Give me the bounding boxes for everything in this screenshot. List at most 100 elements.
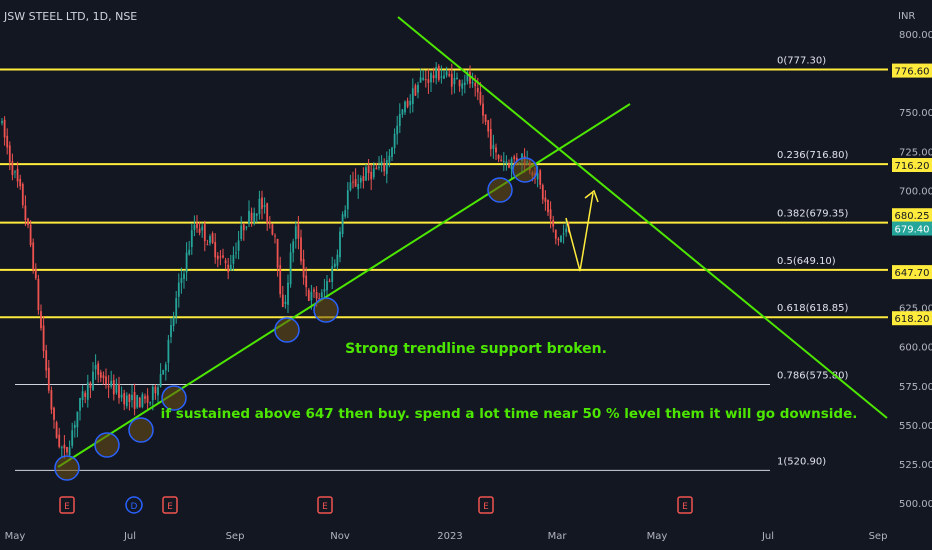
candle-body <box>271 224 274 235</box>
candle-body <box>219 256 222 258</box>
earnings-marker <box>478 496 494 514</box>
candle-body <box>323 289 326 292</box>
annotation-trade-plan: if sustained above 647 then buy. spend a… <box>161 406 858 422</box>
candle-body <box>422 77 425 80</box>
falling-trendline <box>397 16 888 419</box>
candle-body <box>560 235 562 243</box>
candle-body <box>261 197 263 209</box>
candle-body <box>313 289 315 292</box>
candle-body <box>157 387 159 396</box>
candle-body <box>367 165 370 174</box>
candle-body <box>58 434 61 447</box>
candle-body <box>318 298 321 300</box>
candle-body <box>84 392 87 397</box>
candle-body <box>79 398 81 411</box>
event-marker-letter: E <box>64 502 70 512</box>
candle-body <box>552 219 555 227</box>
candle-body <box>279 265 282 295</box>
candle-body <box>92 371 94 391</box>
candle-body <box>164 364 167 371</box>
candle-body <box>245 226 248 228</box>
candle-body <box>196 222 198 228</box>
time-tick-label: Jul <box>761 531 774 542</box>
candle-body <box>305 275 308 288</box>
candle-body <box>487 120 490 132</box>
candle-body <box>326 281 328 291</box>
candle-body <box>521 153 523 162</box>
trendline-touch-marker <box>313 297 339 323</box>
candle-body <box>73 424 76 428</box>
candle-body <box>448 74 451 76</box>
candle-body <box>414 85 417 96</box>
candle-body <box>255 213 258 216</box>
candle-body <box>336 254 339 266</box>
fib-level-label: 1(520.90) <box>777 456 826 467</box>
candle-body <box>549 209 552 220</box>
price-badge <box>892 158 932 173</box>
candle-body <box>294 226 297 240</box>
candle-body <box>508 163 510 168</box>
candle-body <box>105 376 107 385</box>
candle-body <box>456 77 458 80</box>
price-tick-label: 750.00 <box>899 108 932 119</box>
candle-body <box>458 80 461 87</box>
candle-body <box>388 155 391 163</box>
fib-level-label: 0.5(649.10) <box>777 256 836 267</box>
candle-body <box>461 83 464 89</box>
chart-symbol-label: JSW STEEL LTD, 1D, NSE <box>4 10 138 23</box>
event-marker-letter: D <box>131 502 138 512</box>
fib-level-label: 0(777.30) <box>777 55 826 66</box>
candle-body <box>266 203 269 223</box>
trendline-touch-marker <box>128 417 154 443</box>
event-marker-letter: E <box>167 502 173 512</box>
candle-body <box>406 100 409 107</box>
price-tick-label: 625.00 <box>899 304 932 315</box>
candle-body <box>354 179 357 187</box>
earnings-marker <box>677 496 693 514</box>
candle-body <box>206 244 209 246</box>
candle-body <box>131 394 133 401</box>
candle-body <box>396 125 399 135</box>
candle-body <box>383 163 386 172</box>
candle-body <box>541 185 544 200</box>
candle-body <box>484 114 487 122</box>
candle-body <box>349 182 352 191</box>
candle-body <box>510 158 513 170</box>
candle-body <box>133 392 136 409</box>
candle-body <box>411 88 414 104</box>
candle-body <box>224 260 227 264</box>
candle-body <box>8 145 11 163</box>
candle-body <box>359 177 362 183</box>
candle-body <box>492 144 495 149</box>
candle-body <box>258 198 261 215</box>
candle-body <box>557 238 560 241</box>
candle-body <box>40 311 42 329</box>
candle-body <box>378 166 380 168</box>
time-tick-label: May <box>5 531 26 542</box>
candle-body <box>562 233 565 235</box>
time-tick-label: May <box>647 531 668 542</box>
candle-body <box>34 268 37 279</box>
trendline-touch-marker <box>161 385 187 411</box>
price-tick-label: 700.00 <box>899 186 932 197</box>
projection-arrow <box>565 192 594 272</box>
candle-body <box>263 205 266 208</box>
time-tick-label: 2023 <box>437 531 462 542</box>
price-badge-text: 776.60 <box>895 67 930 78</box>
candle-body <box>32 242 35 270</box>
candle-body <box>120 394 123 398</box>
candle-body <box>99 372 102 378</box>
candle-body <box>81 391 84 400</box>
candle-body <box>341 214 344 235</box>
price-badge-text: 716.20 <box>895 161 930 172</box>
candle-body <box>94 365 97 370</box>
candle-body <box>188 249 191 255</box>
candle-body <box>154 386 157 394</box>
candle-body <box>227 264 230 273</box>
candle-body <box>474 82 477 87</box>
candle-body <box>162 369 165 375</box>
candle-body <box>149 402 152 404</box>
candle-body <box>1 121 3 124</box>
candle-body <box>110 380 113 387</box>
